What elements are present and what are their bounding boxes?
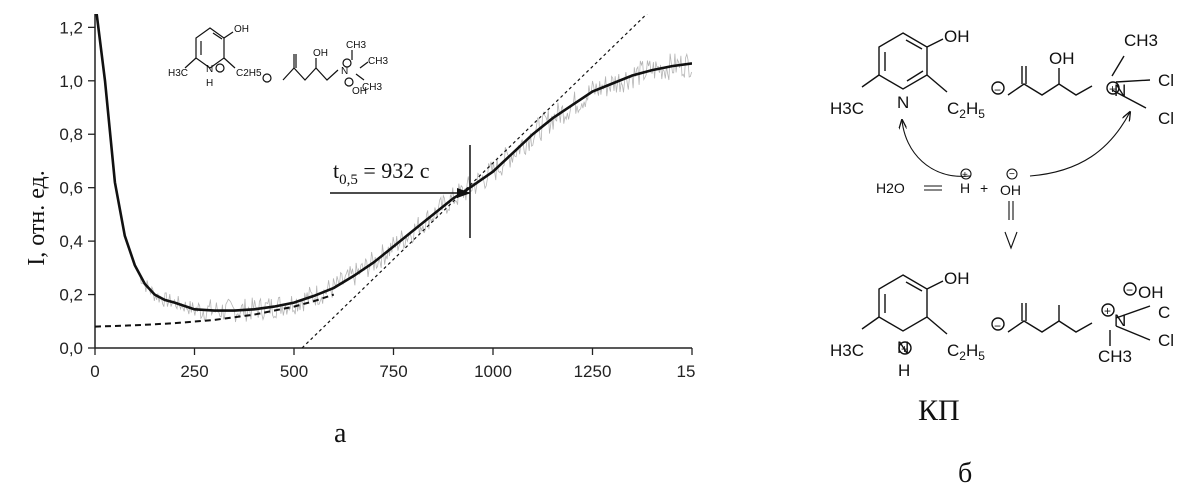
scheme-bottom-molecule: [861, 274, 1151, 355]
svg-text:OH: OH: [1000, 182, 1021, 198]
svg-text:CH3: CH3: [346, 40, 366, 51]
svg-text:N: N: [1114, 311, 1126, 330]
svg-text:N: N: [1114, 81, 1126, 100]
svg-text:C2H5: C2H5: [236, 68, 262, 79]
x-tick-label: 250: [180, 362, 208, 381]
inset-molecule: [184, 27, 369, 87]
y-ticks: 0,0 0,2 0,4 0,6 0,8 1,0 1,2: [59, 18, 95, 358]
svg-text:N: N: [897, 93, 909, 112]
svg-text:OH: OH: [1138, 283, 1164, 302]
svg-text:OH: OH: [313, 48, 328, 59]
scheme-bottom-text: OH H3C N H C2H5 OH N CH3 C Cl − + − +: [830, 269, 1174, 380]
svg-text:N: N: [206, 64, 213, 75]
x-ticks: 0 250 500 750 1000 1250 15: [90, 348, 695, 381]
svg-text:+: +: [1104, 304, 1111, 318]
svg-text:Cl: Cl: [1158, 331, 1174, 350]
svg-text:H3C: H3C: [168, 68, 188, 79]
svg-text:Cl: Cl: [1158, 71, 1174, 90]
panel-label-b: б: [958, 458, 973, 489]
svg-text:+: +: [962, 170, 968, 181]
svg-text:+: +: [901, 342, 908, 356]
fitted-curve: [95, 14, 692, 312]
svg-text:H2O: H2O: [876, 180, 905, 196]
x-tick-label: 15: [677, 362, 696, 381]
svg-text:CH3: CH3: [362, 82, 382, 93]
svg-text:CH3: CH3: [368, 56, 388, 67]
svg-text:N: N: [341, 66, 348, 77]
svg-text:CH3: CH3: [1124, 31, 1158, 50]
y-tick-label: 0,8: [59, 125, 83, 144]
svg-text:H: H: [206, 78, 213, 89]
svg-text:OH: OH: [944, 269, 970, 288]
svg-text:CH3: CH3: [1098, 347, 1132, 366]
inset-formula-text: OH H3C N H C2H5 CH3 CH3 CH3 N OH OH: [168, 24, 388, 97]
y-tick-label: 0,2: [59, 286, 83, 305]
scheme-label: КП: [918, 394, 960, 427]
proton-transfer-arrows: [902, 112, 1130, 250]
y-tick-label: 1,2: [59, 18, 83, 37]
svg-text:H3C: H3C: [830, 99, 864, 118]
svg-text:−: −: [994, 83, 1001, 97]
svg-text:OH: OH: [234, 24, 249, 35]
svg-text:+: +: [1109, 82, 1116, 96]
y-tick-label: 0,6: [59, 179, 83, 198]
svg-text:−: −: [994, 319, 1001, 333]
svg-text:H: H: [898, 361, 910, 380]
reaction-scheme: OH H3C N C2H5 OH N CH3 Cl Cl − + H2O H: [830, 27, 1174, 427]
svg-text:OH: OH: [944, 27, 970, 46]
svg-text:H3C: H3C: [830, 341, 864, 360]
svg-text:C2H5: C2H5: [947, 341, 985, 363]
y-tick-label: 0,4: [59, 232, 83, 251]
noisy-signal-trace: [138, 52, 692, 323]
svg-text:+: +: [980, 180, 988, 196]
svg-text:C2H5: C2H5: [947, 99, 985, 121]
svg-text:−: −: [1126, 283, 1133, 297]
x-tick-label: 0: [90, 362, 99, 381]
x-tick-label: 1250: [574, 362, 612, 381]
y-tick-label: 1,0: [59, 72, 83, 91]
scheme-top-text: OH H3C N C2H5 OH N CH3 Cl Cl − +: [830, 27, 1174, 128]
svg-text:Cl: Cl: [1158, 109, 1174, 128]
kinetics-chart: 0 250 500 750 1000 1250 15 0,0 0,2 0,4 0,6 0,8 1,0 1…: [24, 14, 695, 381]
svg-text:H: H: [960, 180, 970, 196]
half-time-label: t0,5 = 932 с: [333, 158, 430, 188]
equilibrium-text: H2O H + OH + −: [876, 169, 1021, 198]
x-tick-label: 750: [379, 362, 407, 381]
y-tick-label: 0,0: [59, 339, 83, 358]
svg-text:−: −: [1009, 169, 1015, 180]
scheme-top-molecule: [861, 32, 1151, 109]
svg-text:OH: OH: [352, 86, 367, 97]
panel-label-a: а: [334, 418, 347, 449]
svg-text:C: C: [1158, 303, 1170, 322]
y-axis-label: I, отн. ед.: [24, 170, 50, 266]
svg-text:N: N: [897, 338, 909, 357]
svg-text:OH: OH: [1049, 49, 1075, 68]
x-tick-label: 500: [280, 362, 308, 381]
x-tick-label: 1000: [474, 362, 512, 381]
